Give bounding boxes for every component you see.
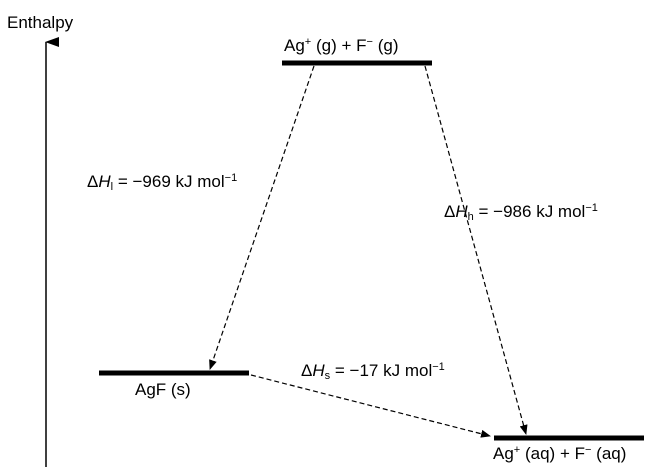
level-aqueous-ions-label: Ag+ (aq) + F− (aq) — [493, 444, 627, 463]
level-gas-ions-label: Ag+ (g) + F− (g) — [284, 36, 399, 55]
lattice-enthalpy-arrow — [209, 65, 315, 370]
lattice-enthalpy-label: ΔHl = −969 kJ mol−1 — [87, 172, 238, 193]
level-solid-label: AgF (s) — [135, 380, 191, 399]
axis-label: Enthalpy — [7, 13, 74, 32]
solution-enthalpy-arrow — [250, 374, 491, 438]
solution-enthalpy-label: ΔHs = −17 kJ mol−1 — [301, 361, 445, 382]
hydration-enthalpy-label: ΔHh = −986 kJ mol−1 — [444, 202, 598, 223]
